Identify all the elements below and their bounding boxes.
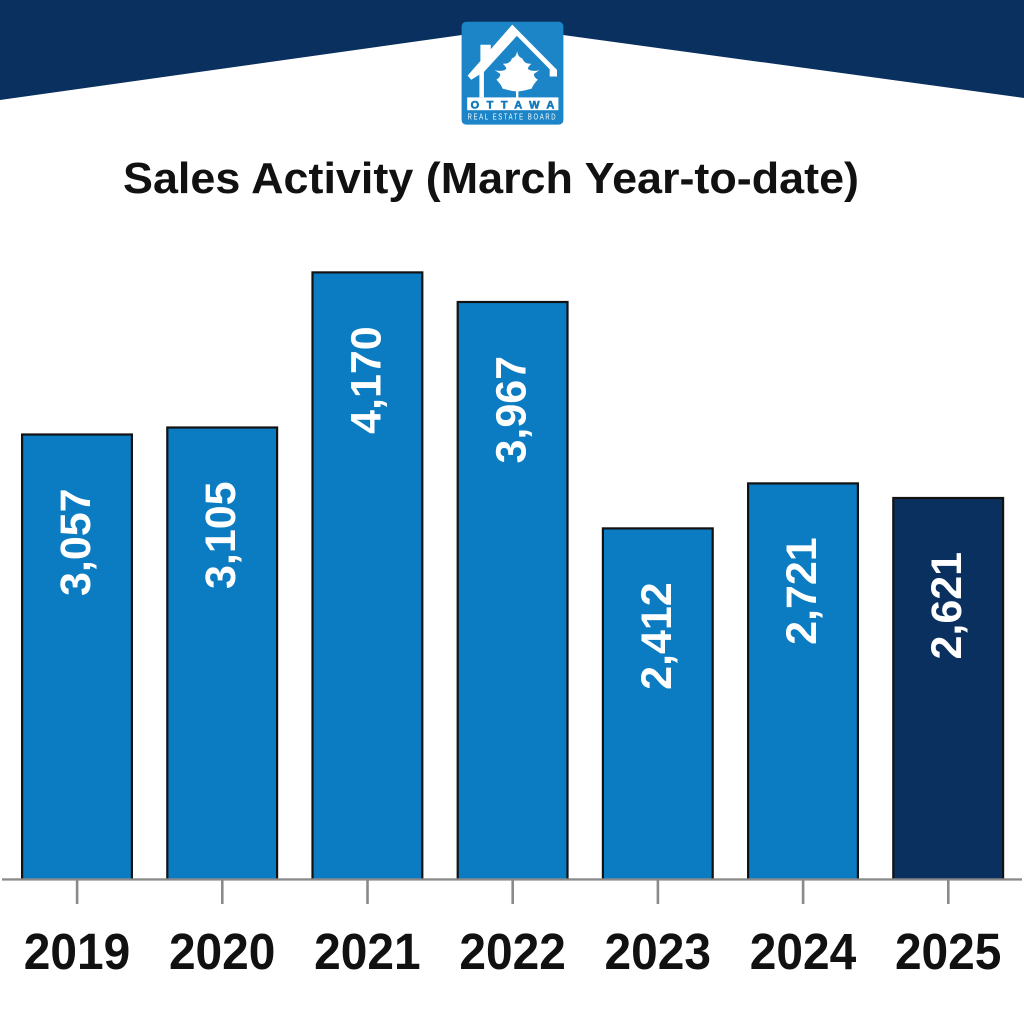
svg-text:3,057: 3,057 [52, 488, 100, 596]
svg-text:2,721: 2,721 [778, 537, 826, 645]
svg-text:2021: 2021 [314, 923, 421, 980]
svg-text:2020: 2020 [169, 923, 276, 980]
svg-text:2024: 2024 [750, 923, 857, 980]
svg-text:OTTAWA: OTTAWA [471, 100, 562, 112]
svg-text:2022: 2022 [459, 923, 566, 980]
svg-text:2,412: 2,412 [633, 582, 681, 690]
svg-text:2,621: 2,621 [923, 552, 971, 660]
svg-text:2023: 2023 [605, 923, 712, 980]
svg-text:3,967: 3,967 [488, 356, 536, 464]
svg-text:3,105: 3,105 [197, 481, 245, 589]
svg-text:Sales Activity (March Year-to-: Sales Activity (March Year-to-date) [123, 154, 859, 203]
svg-text:REAL ESTATE BOARD: REAL ESTATE BOARD [468, 112, 558, 121]
svg-text:2025: 2025 [895, 923, 1002, 980]
svg-text:4,170: 4,170 [342, 326, 390, 434]
svg-text:2019: 2019 [24, 923, 131, 980]
